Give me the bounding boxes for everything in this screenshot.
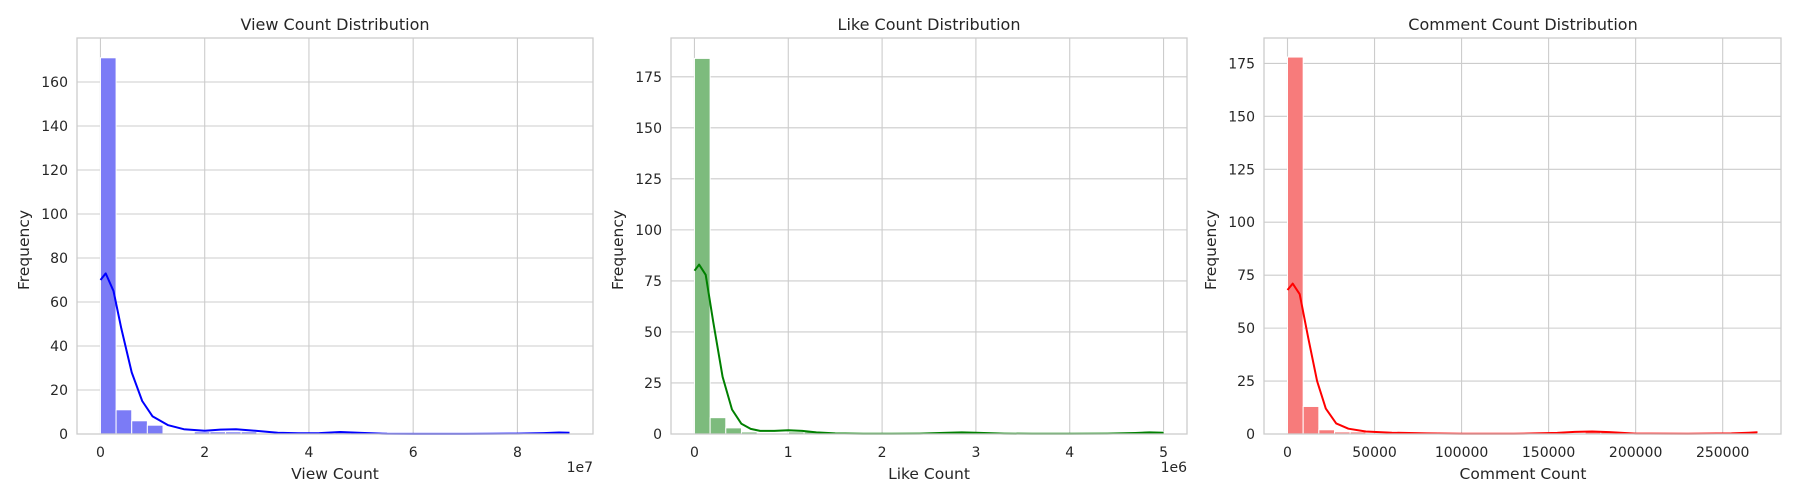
chart-title: Comment Count Distribution <box>1408 15 1637 34</box>
x-axis-label: Comment Count <box>1460 465 1587 483</box>
y-tick-label: 50 <box>644 325 662 341</box>
x-tick-label: 0 <box>96 445 105 461</box>
y-axis-label: Frequency <box>609 210 627 290</box>
histogram-bar <box>1303 406 1319 434</box>
y-axis-label: Frequency <box>15 210 33 290</box>
y-tick-label: 150 <box>635 121 662 137</box>
x-tick-label: 50000 <box>1352 445 1397 461</box>
histogram-bar <box>147 425 163 434</box>
panel-comment-count: Comment Count Distribution Comment Count… <box>1202 15 1781 483</box>
y-tick-label: 25 <box>644 376 662 392</box>
y-tick-label: 175 <box>635 70 662 86</box>
y-tick-label: 175 <box>1228 56 1255 72</box>
y-tick-label: 80 <box>50 251 68 267</box>
y-tick-label: 0 <box>1246 427 1255 443</box>
plot-frame <box>1264 38 1781 434</box>
histogram-bar <box>100 58 116 434</box>
histogram-bar <box>710 418 726 434</box>
y-tick-label: 140 <box>41 119 68 135</box>
y-tick-label: 100 <box>1228 215 1255 231</box>
kde-curve <box>101 273 570 434</box>
x-tick-label: 4 <box>304 445 313 461</box>
x-offset-label: 1e6 <box>1161 460 1188 476</box>
x-tick-label: 100000 <box>1435 445 1488 461</box>
x-tick-label: 3 <box>971 445 980 461</box>
x-tick-label: 0 <box>690 445 699 461</box>
plot-frame <box>671 38 1187 434</box>
plot-frame <box>77 38 593 434</box>
x-axis-label: Like Count <box>888 465 970 483</box>
y-tick-label: 0 <box>653 427 662 443</box>
y-tick-label: 20 <box>50 383 68 399</box>
histogram-bar <box>726 428 742 434</box>
x-tick-label: 200000 <box>1609 445 1662 461</box>
y-axis-label: Frequency <box>1202 210 1220 290</box>
x-tick-label: 6 <box>409 445 418 461</box>
y-tick-label: 75 <box>1237 268 1255 284</box>
kde-curve <box>695 265 1164 434</box>
y-tick-label: 0 <box>59 427 68 443</box>
chart-title: Like Count Distribution <box>838 15 1021 34</box>
panel-view-count: View Count Distribution View Count Frequ… <box>15 15 593 483</box>
y-tick-label: 160 <box>41 75 68 91</box>
histogram-bar <box>132 421 148 434</box>
y-tick-label: 100 <box>635 223 662 239</box>
histogram-bar <box>694 58 710 434</box>
y-tick-label: 125 <box>635 172 662 188</box>
x-tick-label: 5 <box>1159 445 1168 461</box>
panel-like-count: Like Count Distribution Like Count Frequ… <box>609 15 1187 483</box>
x-tick-label: 8 <box>513 445 522 461</box>
histogram-bar <box>116 410 132 434</box>
y-tick-label: 150 <box>1228 109 1255 125</box>
x-tick-label: 1 <box>784 445 793 461</box>
x-axis-label: View Count <box>291 465 379 483</box>
y-tick-label: 40 <box>50 339 68 355</box>
chart-title: View Count Distribution <box>241 15 430 34</box>
x-tick-label: 250000 <box>1696 445 1749 461</box>
x-offset-label: 1e7 <box>567 460 593 476</box>
y-tick-label: 50 <box>1237 321 1255 337</box>
x-tick-label: 4 <box>1065 445 1074 461</box>
y-tick-label: 75 <box>644 274 662 290</box>
x-tick-label: 150000 <box>1522 445 1575 461</box>
y-tick-label: 25 <box>1237 374 1255 390</box>
histogram-bar <box>1288 57 1304 434</box>
y-tick-label: 120 <box>41 163 68 179</box>
y-tick-label: 125 <box>1228 162 1255 178</box>
x-tick-label: 2 <box>200 445 209 461</box>
x-tick-label: 2 <box>878 445 887 461</box>
y-tick-label: 100 <box>41 207 68 223</box>
x-tick-label: 0 <box>1283 445 1292 461</box>
kde-curve <box>1288 284 1758 434</box>
y-tick-label: 60 <box>50 295 68 311</box>
